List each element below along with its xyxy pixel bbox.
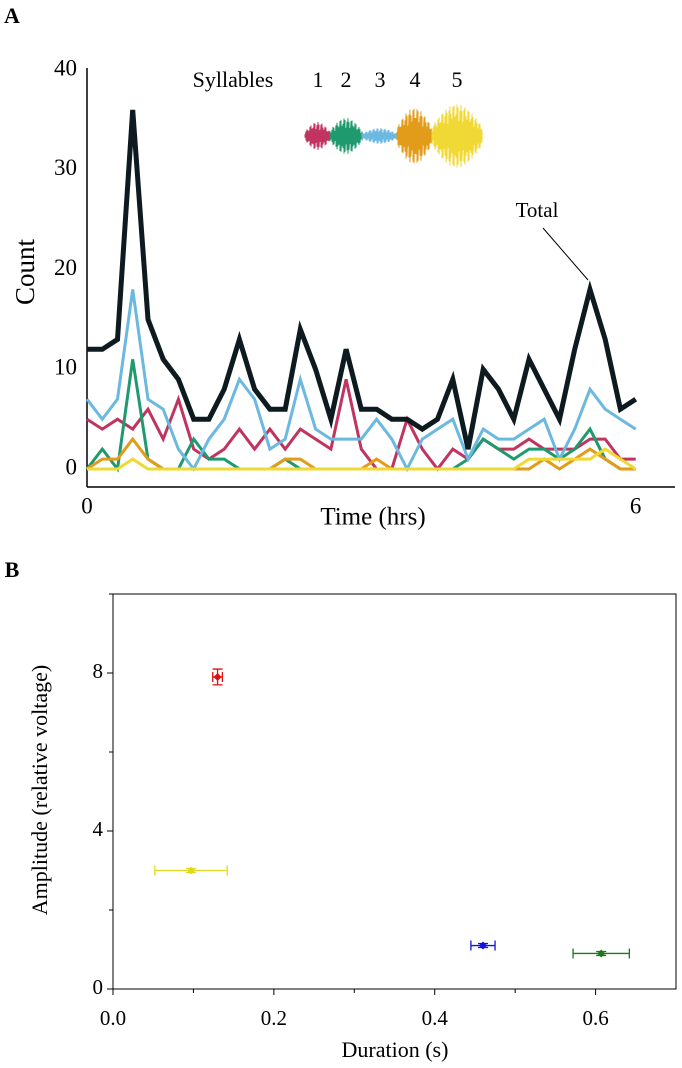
plot-frame	[112, 593, 677, 990]
syllable-label: 4	[410, 67, 421, 92]
series-line	[85, 359, 636, 473]
y-tick-label: 10	[54, 355, 77, 380]
x-tick-label: 0.4	[422, 1006, 449, 1030]
x-axis-title: Duration (s)	[342, 1037, 449, 1062]
syllable-label: 5	[452, 67, 463, 92]
series-line	[85, 289, 637, 473]
y-tick-label: 30	[54, 155, 77, 180]
series-line	[87, 109, 638, 450]
series-line	[87, 447, 637, 471]
syllable-waveform	[431, 104, 483, 168]
syllable-waveform	[396, 108, 433, 164]
y-tick-label: 4	[93, 817, 104, 841]
annotation: Total	[516, 198, 559, 222]
syllable-label: 3	[375, 67, 386, 92]
syllable-waveform	[304, 121, 331, 151]
y-axis-title: Amplitude (relative voltage)	[27, 665, 52, 915]
syllable-label: 2	[341, 67, 352, 92]
x-tick-label: 0.6	[582, 1006, 608, 1030]
syllable-waveform	[329, 118, 363, 154]
x-tick-label: 0.2	[261, 1006, 287, 1030]
y-tick-label: 8	[93, 659, 104, 683]
y-tick-label: 20	[54, 255, 77, 280]
y-tick-label: 0	[93, 975, 104, 999]
point	[187, 866, 196, 875]
x-tick-label: 0	[81, 493, 93, 518]
annotation-leader	[542, 227, 589, 281]
syllable-waveform	[361, 128, 398, 144]
point	[478, 941, 487, 950]
syllable-label: 1	[313, 67, 324, 92]
panel-label: A	[4, 3, 20, 28]
y-axis-title: Count	[10, 238, 40, 305]
point	[213, 672, 222, 681]
y-tick-label: 0	[66, 454, 78, 479]
panel-label: B	[5, 557, 20, 582]
point	[597, 949, 606, 958]
x-axis-title: Time (hrs)	[320, 504, 425, 531]
inset-title: Syllables	[193, 67, 274, 92]
x-tick-label: 6	[630, 493, 642, 518]
y-tick-label: 40	[54, 55, 77, 80]
x-tick-label: 0.0	[100, 1006, 126, 1030]
